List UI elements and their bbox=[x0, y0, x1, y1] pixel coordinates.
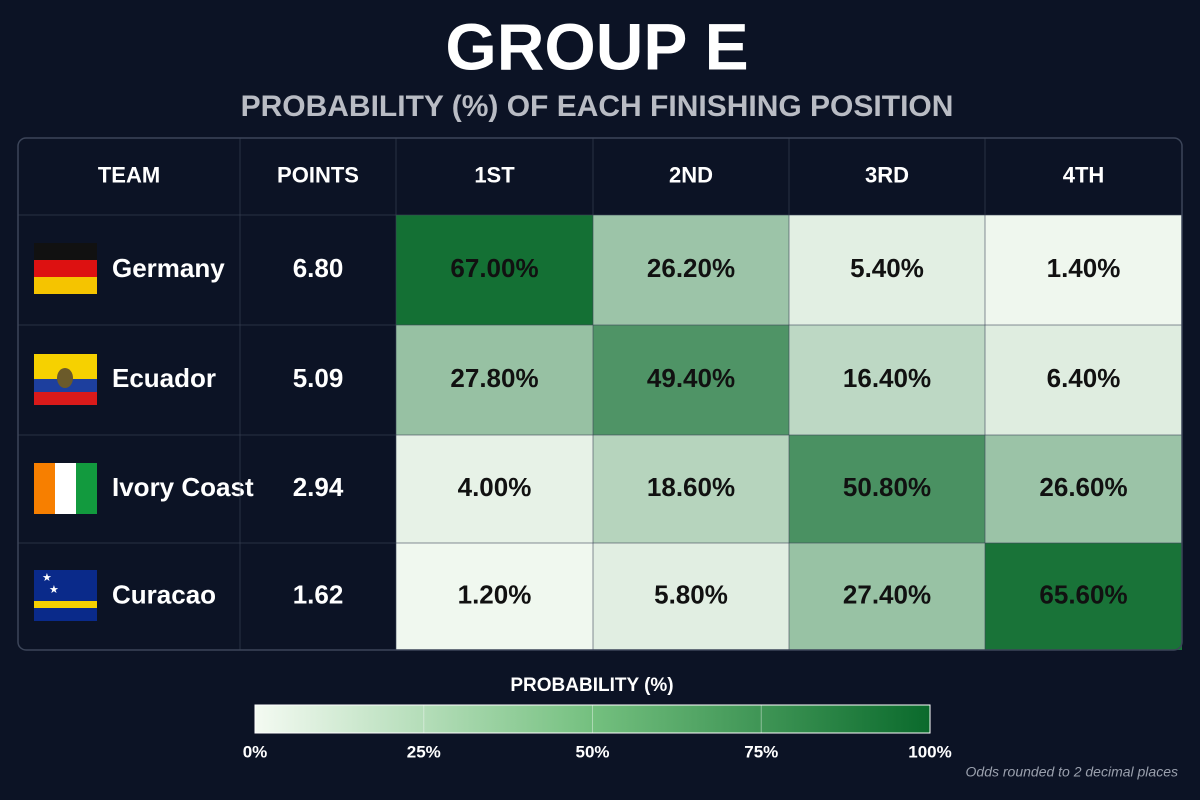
legend-tick-label: 25% bbox=[407, 742, 441, 761]
heat-cell bbox=[789, 325, 985, 435]
points: 6.80 bbox=[293, 253, 344, 283]
heat-cell bbox=[985, 435, 1182, 543]
legend-tick-label: 0% bbox=[243, 742, 268, 761]
points: 1.62 bbox=[293, 579, 344, 609]
team-name: Ecuador bbox=[112, 363, 216, 393]
legend-tick-label: 75% bbox=[744, 742, 778, 761]
probability: 16.40% bbox=[843, 363, 931, 393]
svg-text:★: ★ bbox=[49, 584, 59, 596]
heat-cell bbox=[396, 325, 593, 435]
flag-germany bbox=[34, 243, 97, 294]
heat-cell bbox=[789, 215, 985, 325]
probability: 49.40% bbox=[647, 363, 735, 393]
column-header: 2ND bbox=[669, 162, 713, 187]
column-header: 3RD bbox=[865, 162, 909, 187]
table-border bbox=[17, 137, 1183, 651]
column-header: 4TH bbox=[1063, 162, 1105, 187]
heat-cell bbox=[985, 543, 1182, 650]
probability: 27.40% bbox=[843, 579, 931, 609]
heat-cell bbox=[593, 435, 789, 543]
heat-cell bbox=[396, 543, 593, 650]
team-name: Ivory Coast bbox=[112, 472, 254, 502]
probability: 26.60% bbox=[1039, 472, 1127, 502]
subtitle: PROBABILITY (%) OF EACH FINISHING POSITI… bbox=[241, 90, 954, 123]
legend-title: PROBABILITY (%) bbox=[510, 675, 673, 696]
heat-cell bbox=[593, 215, 789, 325]
team-name: Germany bbox=[112, 253, 225, 283]
probability: 4.00% bbox=[458, 472, 532, 502]
column-header: TEAM bbox=[98, 162, 160, 187]
heat-cell bbox=[396, 215, 593, 325]
heat-cell bbox=[789, 543, 985, 650]
probability: 6.40% bbox=[1047, 363, 1121, 393]
heat-cell bbox=[985, 215, 1182, 325]
heat-cell bbox=[593, 543, 789, 650]
probability: 1.40% bbox=[1047, 253, 1121, 283]
heat-cell bbox=[593, 325, 789, 435]
probability: 26.20% bbox=[647, 253, 735, 283]
probability: 5.40% bbox=[850, 253, 924, 283]
probability: 67.00% bbox=[450, 253, 538, 283]
flag-ecuador bbox=[34, 354, 97, 405]
heat-cell bbox=[985, 325, 1182, 435]
legend-bar bbox=[254, 704, 931, 734]
legend-ticks: 0% 25% 50% 75% 100% bbox=[243, 705, 952, 761]
flag-curacao: ★★ bbox=[34, 570, 97, 621]
probability: 50.80% bbox=[843, 472, 931, 502]
column-header: 1ST bbox=[474, 162, 515, 187]
heat-cell bbox=[396, 435, 593, 543]
legend-tick-label: 50% bbox=[575, 742, 609, 761]
footnote: Odds rounded to 2 decimal places bbox=[966, 764, 1178, 780]
column-header: POINTS bbox=[277, 162, 359, 187]
probability: 1.20% bbox=[458, 579, 532, 609]
probability: 27.80% bbox=[450, 363, 538, 393]
svg-text:★: ★ bbox=[42, 572, 52, 584]
probability: 18.60% bbox=[647, 472, 735, 502]
points: 5.09 bbox=[293, 363, 344, 393]
points: 2.94 bbox=[293, 472, 344, 502]
team-name: Curacao bbox=[112, 579, 216, 609]
legend-tick-label: 100% bbox=[908, 742, 951, 761]
probability: 5.80% bbox=[654, 579, 728, 609]
title: GROUP E bbox=[445, 9, 748, 83]
table: TEAM POINTS 1ST 2ND 3RD 4TH Germany 6.80 67.00% 2… bbox=[18, 138, 1182, 650]
probability: 65.60% bbox=[1039, 579, 1127, 609]
heat-cell bbox=[789, 435, 985, 543]
flag-ivory-coast bbox=[34, 463, 97, 514]
